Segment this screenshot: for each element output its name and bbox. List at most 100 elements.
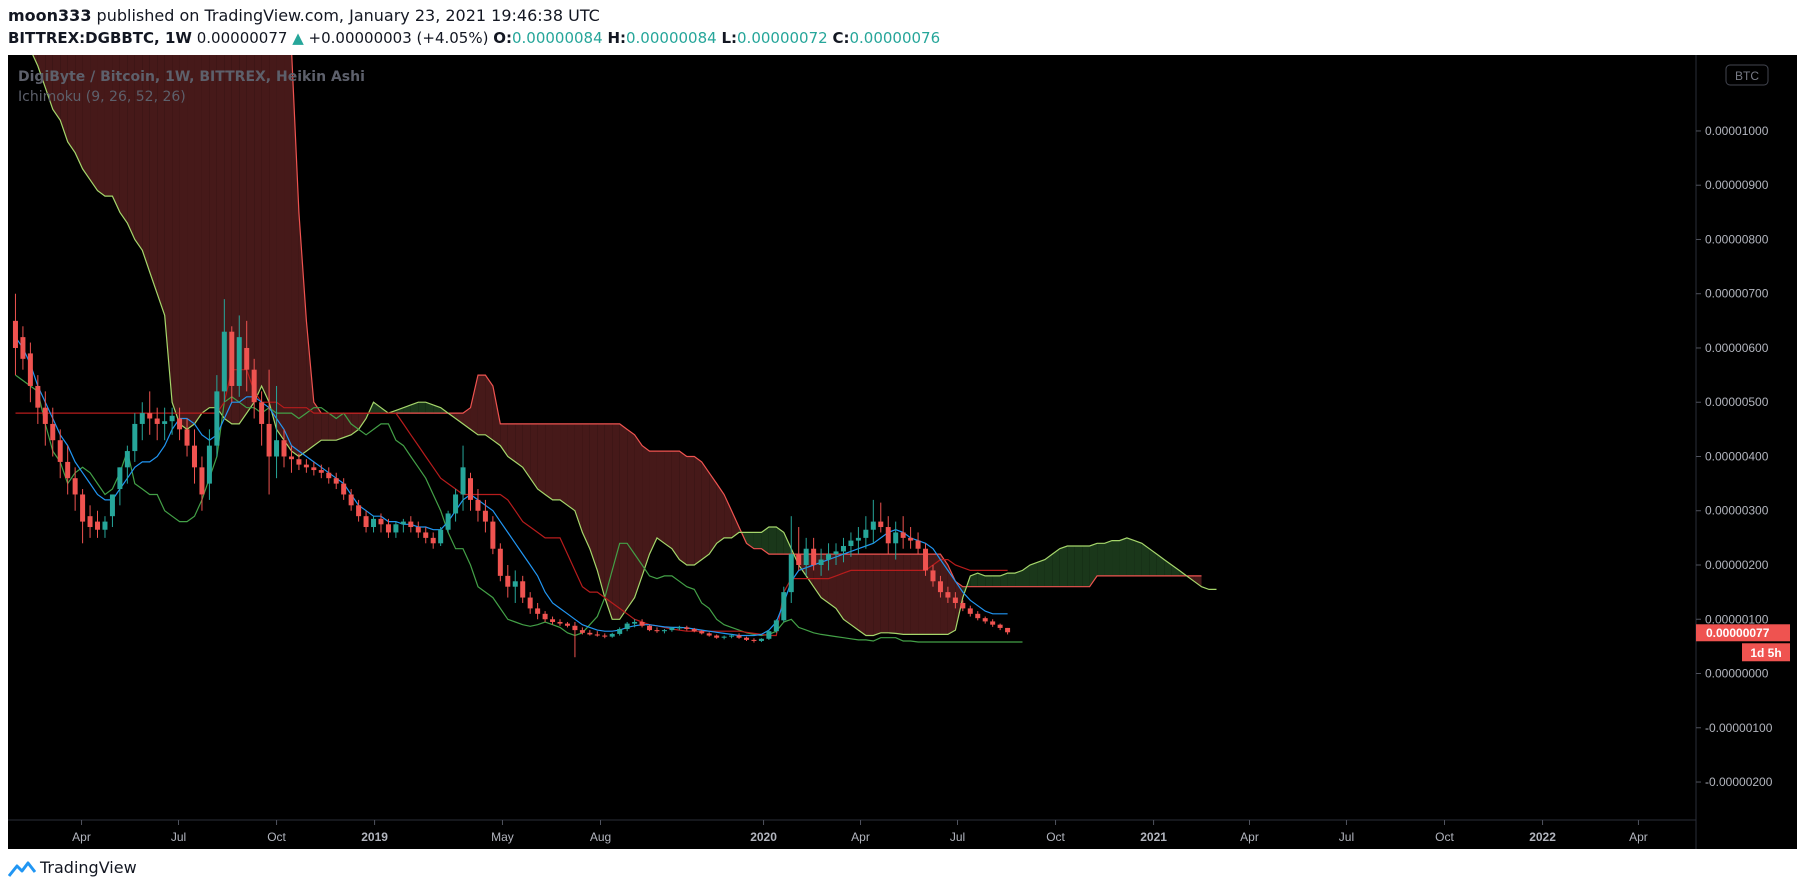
cloud-segment	[865, 554, 874, 636]
cloud-segment	[1156, 554, 1165, 576]
candle	[736, 633, 742, 639]
candle	[95, 510, 101, 538]
candle	[520, 575, 526, 603]
candle	[632, 619, 638, 628]
candle-body	[326, 472, 332, 479]
candle	[811, 537, 817, 571]
cloud-segment	[1194, 575, 1202, 587]
candle-body	[758, 638, 764, 641]
cloud-segment	[97, 55, 105, 197]
candle-body	[57, 440, 63, 462]
cloud-segment	[1067, 546, 1075, 587]
candle	[721, 635, 727, 640]
chart-title: DigiByte / Bitcoin, 1W, BITTREX, Heikin …	[18, 69, 365, 85]
candle-body	[236, 337, 242, 386]
currency-badge[interactable]: BTC	[1725, 64, 1769, 86]
candle	[206, 429, 212, 500]
candle-body	[818, 559, 824, 565]
candle	[393, 521, 399, 538]
cloud-segment	[731, 510, 740, 538]
candle-body	[512, 581, 518, 587]
price-tick-label: 0.00000900	[1705, 178, 1769, 192]
cloud-segment	[545, 423, 553, 500]
ichimoku-span-b-line	[291, 55, 1202, 588]
candle-body	[27, 353, 33, 386]
chart-area[interactable]: 0.00001000 0.00000900 0.00000800 0.00000700…	[8, 55, 1797, 849]
candle-body	[20, 337, 26, 359]
candle-body	[333, 478, 339, 484]
cloud-segment	[530, 423, 538, 490]
cloud-segment	[463, 407, 471, 430]
time-tick-label: Oct	[1046, 830, 1065, 844]
candle-body	[460, 467, 466, 495]
candle	[65, 445, 71, 495]
candle-body	[303, 464, 309, 468]
candle-body	[378, 518, 384, 525]
candle	[572, 621, 578, 658]
candle-body	[400, 521, 406, 525]
candle	[855, 527, 861, 555]
candle-body	[930, 570, 936, 582]
candle-body	[408, 521, 414, 528]
cloud-segment	[172, 55, 180, 424]
candle-body	[467, 478, 473, 500]
candle-body	[557, 621, 563, 624]
candle-body	[199, 467, 205, 495]
high-label: H:	[607, 29, 626, 47]
cloud-segment	[142, 55, 150, 273]
candle-body	[908, 537, 914, 541]
candle-body	[826, 554, 832, 560]
candle-body	[624, 623, 630, 630]
cloud-segment	[888, 554, 896, 634]
cloud-segment	[37, 55, 46, 88]
footer-brand[interactable]: TradingView	[40, 858, 137, 877]
candle	[356, 499, 362, 522]
footer: TradingView	[8, 858, 137, 877]
cloud-segment	[522, 423, 531, 479]
cloud-segment	[284, 55, 292, 452]
candle-body	[535, 608, 541, 614]
candle	[1005, 627, 1011, 635]
candle-body	[870, 521, 876, 530]
price-tick-label: 0.00000500	[1705, 395, 1769, 409]
candle	[923, 543, 929, 576]
candle-body	[594, 634, 600, 636]
cloud-segment	[604, 423, 613, 620]
time-tick-label: Jul	[1339, 830, 1354, 844]
cloud-segment	[351, 413, 359, 435]
candle	[281, 429, 287, 468]
candle-body	[833, 551, 839, 555]
candle-body	[990, 621, 996, 625]
candle	[818, 548, 824, 576]
candle-body	[676, 627, 682, 629]
candle	[251, 358, 257, 419]
candle	[132, 413, 138, 462]
candle-body	[550, 619, 556, 622]
candle	[27, 342, 33, 403]
candle-body	[244, 347, 250, 370]
author-name[interactable]: moon333	[8, 6, 92, 25]
cloud-segment	[1097, 543, 1105, 576]
candle-body	[423, 532, 429, 538]
candle-body	[579, 630, 585, 633]
cloud-segment	[903, 554, 911, 635]
candle	[960, 600, 966, 612]
last-price: 0.00000077	[196, 29, 288, 47]
cloud-segment	[1164, 559, 1172, 576]
cloud-segment	[201, 55, 210, 414]
candle	[475, 489, 481, 522]
cloud-segment	[753, 532, 762, 549]
cloud-segment	[239, 55, 247, 424]
candle	[982, 616, 988, 624]
candle	[214, 375, 220, 457]
candle-body	[699, 631, 705, 634]
candle-body	[445, 513, 451, 530]
cloud-segment	[671, 451, 680, 560]
candle-body	[840, 546, 846, 552]
candle-body	[520, 581, 526, 598]
price-chart[interactable]: 0.00001000 0.00000900 0.00000800 0.00000700…	[8, 55, 1797, 849]
cloud-segment	[955, 581, 963, 631]
cloud-segment	[254, 55, 262, 403]
candle-body	[952, 597, 958, 603]
ichimoku-lagging-span-line	[15, 374, 1023, 643]
